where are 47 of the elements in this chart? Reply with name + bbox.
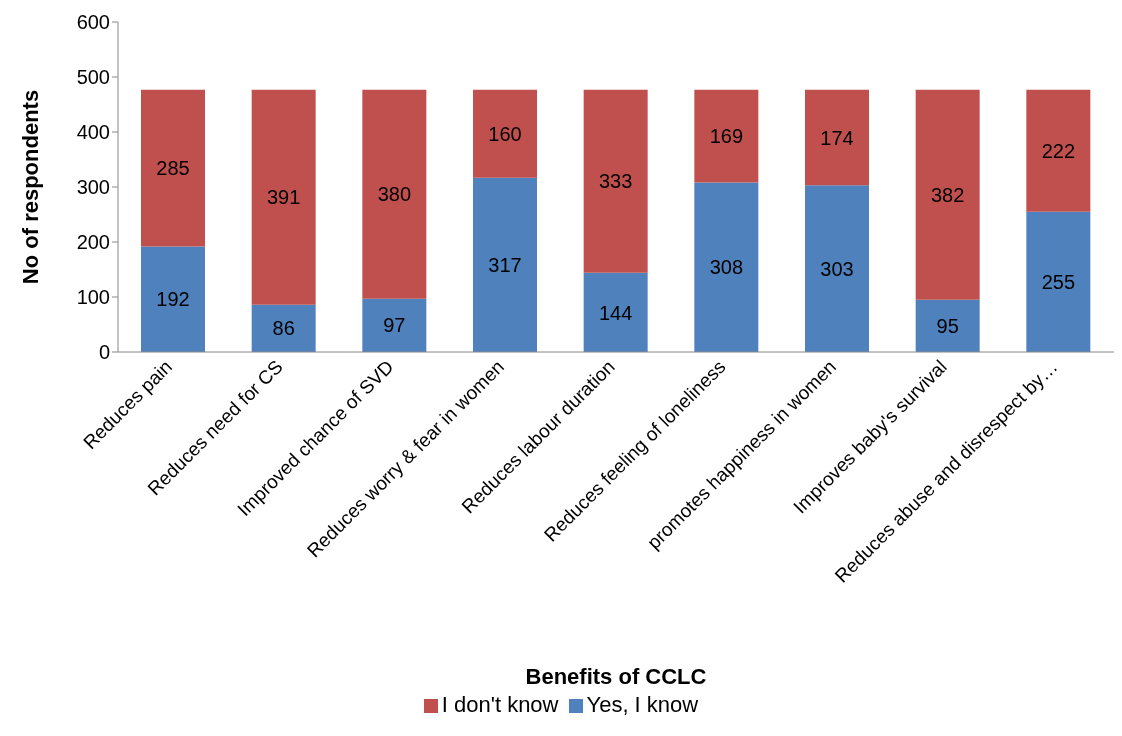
data-label: 317 bbox=[488, 253, 522, 276]
data-label: 380 bbox=[377, 183, 412, 206]
data-label: 144 bbox=[598, 301, 633, 324]
data-label: 169 bbox=[709, 125, 744, 148]
x-axis-title: Benefits of CCLC bbox=[525, 664, 707, 689]
bar bbox=[362, 89, 427, 299]
data-label: 382 bbox=[930, 183, 965, 206]
y-tick-label: 500 bbox=[76, 66, 110, 89]
bar bbox=[805, 89, 869, 186]
bar bbox=[1026, 211, 1091, 352]
bar bbox=[141, 246, 205, 352]
data-label: 255 bbox=[1041, 270, 1076, 293]
data-label: 308 bbox=[709, 256, 744, 279]
bar bbox=[1026, 89, 1091, 212]
data-label: 160 bbox=[488, 122, 522, 145]
data-label: 95 bbox=[936, 314, 959, 337]
y-tick-label: 300 bbox=[76, 176, 110, 199]
data-label: 86 bbox=[272, 317, 295, 340]
bar bbox=[694, 89, 759, 183]
y-tick-label: 100 bbox=[76, 286, 110, 309]
legend-label: I don't know bbox=[441, 692, 559, 717]
data-label: 174 bbox=[820, 126, 854, 149]
bar bbox=[915, 299, 980, 352]
bar bbox=[473, 177, 537, 352]
bar bbox=[583, 89, 648, 273]
bar bbox=[805, 185, 869, 352]
data-label: 303 bbox=[820, 257, 854, 280]
bar bbox=[141, 89, 205, 247]
bar bbox=[251, 89, 316, 305]
data-label: 391 bbox=[266, 186, 301, 209]
y-tick-label: 200 bbox=[76, 231, 110, 254]
legend-label: Yes, I know bbox=[586, 692, 699, 717]
bar bbox=[694, 182, 759, 352]
bar bbox=[251, 304, 316, 352]
bar bbox=[583, 272, 648, 352]
bar bbox=[915, 89, 980, 300]
y-tick-label: 600 bbox=[76, 11, 110, 34]
data-label: 285 bbox=[156, 157, 190, 180]
y-axis-title: No of respondents bbox=[17, 89, 43, 285]
y-tick-label: 0 bbox=[98, 341, 110, 364]
data-label: 97 bbox=[383, 314, 406, 337]
bar bbox=[362, 298, 427, 352]
data-label: 333 bbox=[598, 170, 633, 193]
y-tick-label: 400 bbox=[76, 121, 110, 144]
bar bbox=[473, 89, 537, 178]
data-label: 222 bbox=[1041, 139, 1076, 162]
data-label: 192 bbox=[156, 288, 190, 311]
